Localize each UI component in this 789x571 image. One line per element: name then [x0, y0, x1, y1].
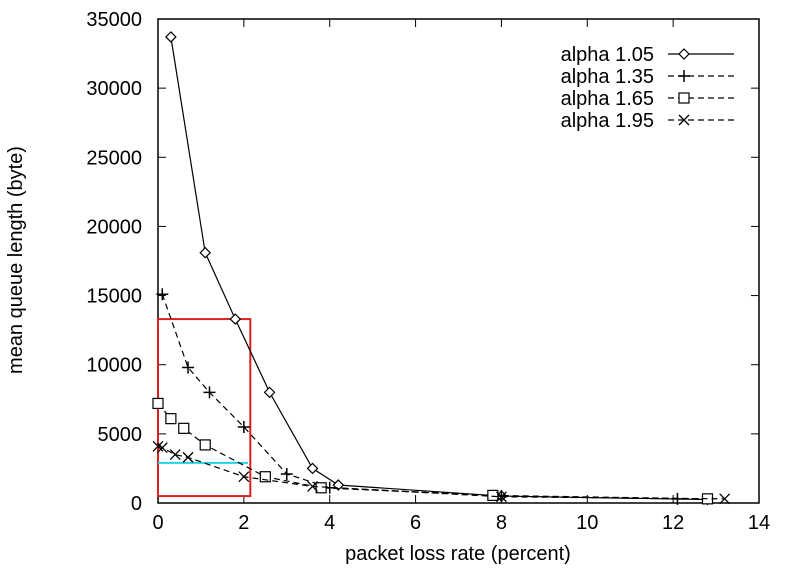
data-point — [178, 422, 190, 434]
data-point — [263, 386, 276, 399]
y-tick-label: 15000 — [86, 286, 142, 308]
legend-marker — [678, 114, 690, 126]
data-point — [315, 482, 327, 494]
x-axis-label: packet loss rate (percent) — [345, 543, 571, 565]
data-point — [238, 471, 250, 483]
data-point — [152, 397, 164, 410]
data-point — [165, 31, 177, 43]
y-tick-label: 35000 — [86, 9, 142, 31]
y-tick-label: 5000 — [98, 424, 143, 446]
legend-marker — [678, 92, 690, 104]
data-point — [306, 462, 319, 475]
legend-label: alpha 1.05 — [561, 44, 654, 66]
series-layer — [152, 31, 731, 506]
legend-label: alpha 1.95 — [561, 110, 654, 132]
data-point — [280, 467, 293, 480]
data-point — [152, 440, 164, 452]
data-point — [203, 386, 216, 399]
x-tick-label: 0 — [152, 512, 163, 534]
data-point — [237, 420, 250, 433]
x-tick-label: 12 — [662, 512, 684, 534]
x-tick-label: 8 — [496, 512, 507, 534]
data-point — [169, 449, 181, 461]
x-tick-label: 10 — [576, 512, 598, 534]
legend-label: alpha 1.65 — [561, 88, 654, 110]
data-point — [229, 313, 242, 325]
data-point — [182, 451, 194, 463]
y-tick-label: 25000 — [86, 147, 142, 169]
legend-label: alpha 1.35 — [561, 66, 654, 88]
data-point — [156, 288, 169, 301]
data-point — [156, 442, 168, 454]
y-tick-label: 20000 — [86, 216, 142, 238]
data-point — [199, 439, 211, 451]
series-3 — [152, 397, 714, 505]
legend-marker — [678, 48, 690, 60]
data-point — [307, 480, 319, 492]
axes: 0 2 4 6 8 10 12 14 0 5000 10000 15000 20000 25000 3000… — [86, 9, 770, 534]
annotations — [157, 318, 252, 498]
y-tick-label: 0 — [131, 493, 142, 515]
plot-frame — [157, 18, 760, 504]
series-4 — [152, 440, 731, 505]
data-point — [487, 489, 499, 501]
series-line — [161, 293, 678, 500]
y-tick-label: 30000 — [86, 78, 142, 100]
data-point — [719, 493, 731, 505]
series-line — [157, 403, 708, 500]
highlight-box — [157, 318, 252, 498]
y-axis-label: mean queue length (byte) — [5, 146, 27, 374]
data-point — [259, 471, 271, 483]
legend-marker — [678, 70, 690, 82]
y-tick-label: 10000 — [86, 355, 142, 377]
data-point — [495, 491, 507, 503]
x-tick-label: 14 — [748, 512, 770, 534]
series-line — [157, 445, 725, 500]
x-tick-label: 6 — [410, 512, 421, 534]
x-tick-label: 4 — [324, 512, 335, 534]
data-point — [182, 361, 195, 374]
x-tick-label: 2 — [238, 512, 249, 534]
data-point — [199, 246, 212, 259]
data-point — [165, 413, 177, 425]
